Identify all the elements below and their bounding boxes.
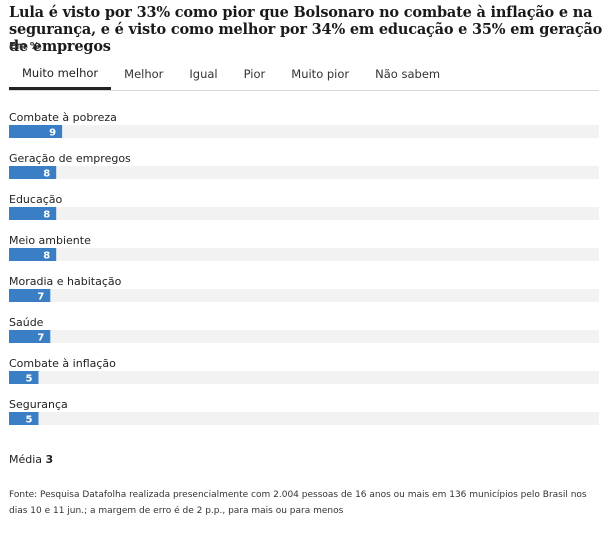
bar-track [9,289,599,302]
tab-label: Muito pior [291,67,350,81]
tab-nao-sabem[interactable]: Não sabem [362,58,453,90]
category-label: Geração de empregos [9,152,131,165]
data-label: 8 [43,169,50,180]
chart-title: Lula é visto por 33% como pior que Bolso… [9,4,603,55]
bar [9,125,63,138]
data-label: 8 [43,210,50,221]
bar [9,248,57,261]
category-label: Educação [9,193,62,206]
tab-label: Não sabem [375,67,441,81]
bar [9,207,57,220]
bar-track [9,166,599,179]
tab-melhor[interactable]: Melhor [111,58,176,90]
category-label: Meio ambiente [9,234,91,247]
tab-bar: Muito melhor Melhor Igual Pior Muito pio… [9,58,599,91]
tab-muito-pior[interactable]: Muito pior [278,58,362,90]
bar-track [9,412,599,425]
bar [9,166,57,179]
category-label: Saúde [9,316,44,329]
source-note: Fonte: Pesquisa Datafolha realizada pres… [9,490,587,516]
bar-track [9,248,599,261]
bar-chart: Combate à pobreza 9 Geração de empregos 8 Ed… [9,111,599,426]
tab-igual[interactable]: Igual [176,58,230,90]
bar [9,412,39,425]
category-label: Combate à pobreza [9,111,117,124]
data-label: 7 [37,333,44,344]
bar-track [9,371,599,384]
bar [9,371,39,384]
bar [9,289,51,302]
data-label: 8 [43,251,50,262]
average-value: 3 [45,453,54,466]
data-label: 5 [26,374,33,385]
bar-track [9,207,599,220]
category-label: Segurança [9,398,68,411]
average-line: Média 3 [9,453,53,466]
bar-track [9,330,599,343]
data-label: 7 [37,292,44,303]
data-label: 5 [26,415,33,426]
tab-label: Pior [243,67,266,81]
tab-label: Muito melhor [22,65,99,80]
tab-muito-melhor[interactable]: Muito melhor [9,58,112,90]
tab-pior[interactable]: Pior [231,58,279,90]
tab-label: Melhor [124,67,164,81]
average-label: Média [9,453,43,466]
tab-label: Igual [189,67,218,81]
category-label: Combate à inflação [9,357,116,370]
category-label: Moradia e habitação [9,275,122,288]
bar [9,330,51,343]
chart-subtitle: Em % [9,41,40,52]
data-label: 9 [49,128,56,139]
bar-track [9,125,599,138]
